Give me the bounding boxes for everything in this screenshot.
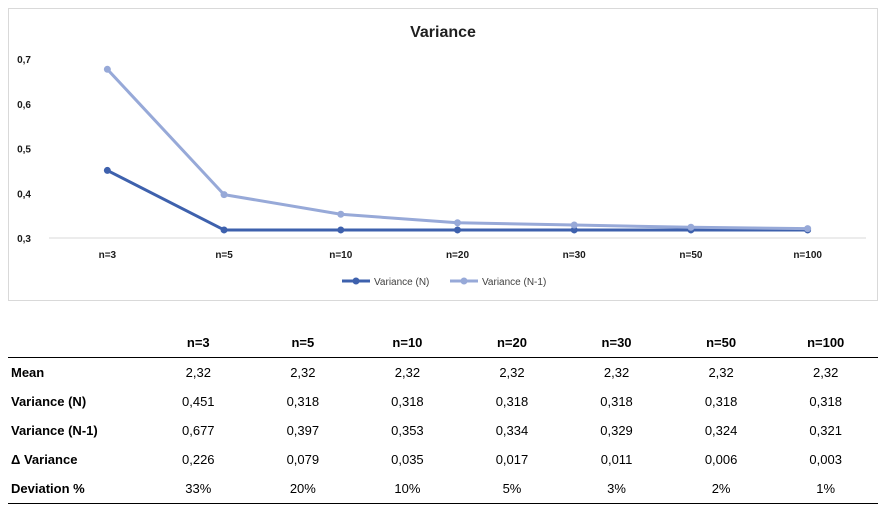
table-cell: 0,226	[182, 452, 215, 467]
y-tick-label: 0,5	[17, 145, 31, 156]
table-header-cell: n=30	[564, 327, 669, 358]
row-label: Δ Variance	[11, 452, 78, 467]
table-row: Variance (N-1) 0,677 0,397 0,353 0,334 0,329 0…	[8, 416, 878, 445]
table-row: Mean 2,32 2,32 2,32 2,32 2,32 2,32 2,32	[8, 358, 878, 388]
legend-marker	[460, 277, 468, 285]
table-cell: 0,035	[391, 452, 424, 467]
table-cell: 5%	[459, 474, 565, 504]
data-point	[220, 226, 228, 234]
table-cell: 1%	[773, 474, 878, 504]
table-cell: 0,079	[286, 452, 320, 467]
x-tick-label: n=3	[99, 250, 117, 261]
data-point	[570, 226, 578, 234]
table-header-cell: n=5	[250, 327, 356, 358]
table-cell: 0,324	[704, 423, 738, 438]
data-point	[804, 225, 812, 233]
table-cell: 0,318	[495, 394, 529, 409]
data-point	[220, 191, 228, 199]
chart-title: Variance	[410, 24, 476, 41]
table-cell: 2,32	[290, 365, 316, 380]
table-header-cell: n=20	[459, 327, 565, 358]
series-line-1	[105, 67, 810, 231]
y-tick-label: 0,4	[17, 189, 31, 200]
table-cell: 33%	[146, 474, 251, 504]
table-cell: 0,677	[182, 423, 215, 438]
data-point	[454, 219, 461, 227]
chart-area: Variance 0,3 0,4 0,5 0,6 0,7 n=3 n=5 n=10 n=20 n=3…	[8, 8, 878, 301]
x-tick-label: n=50	[679, 250, 703, 261]
row-label: Variance (N-1)	[11, 423, 98, 438]
x-tick-label: n=20	[446, 250, 470, 261]
table-cell: 2,32	[499, 365, 525, 380]
row-label: Mean	[11, 365, 45, 380]
table-cell: 2,32	[603, 365, 630, 380]
table-cell: 0,318	[809, 394, 842, 409]
table-cell: 0,318	[286, 394, 320, 409]
table-cell: 0,397	[286, 423, 320, 438]
legend-label: Variance (N-1)	[482, 277, 546, 288]
table-row: Deviation % 33% 20% 10% 5% 3% 2% 1%	[8, 474, 878, 504]
table-cell: 0,318	[704, 394, 738, 409]
table-cell: 2%	[668, 474, 774, 504]
line-chart: Variance 0,3 0,4 0,5 0,6 0,7 n=3 n=5 n=10 n=20 n=3…	[17, 24, 866, 288]
table-cell: 10%	[355, 474, 460, 504]
data-point	[103, 65, 111, 73]
table-cell: 3%	[564, 474, 669, 504]
x-tick-label: n=100	[793, 250, 822, 261]
table-cell: 0,451	[182, 394, 215, 409]
table-header-cell: n=10	[355, 327, 460, 358]
data-point	[687, 223, 695, 231]
y-tick-label: 0,3	[17, 234, 31, 245]
table-cell: 2,32	[708, 365, 734, 380]
legend-marker	[352, 277, 360, 285]
table-cell: 2,32	[185, 365, 211, 380]
table-cell: 0,321	[809, 423, 842, 438]
row-label: Deviation %	[8, 474, 146, 504]
data-point	[337, 226, 345, 234]
table-cell: 0,334	[495, 423, 529, 438]
table-cell: 20%	[250, 474, 356, 504]
table-header-row: n=3 n=5 n=10 n=20 n=30 n=50 n=100	[8, 327, 878, 358]
data-point	[570, 221, 578, 229]
table-cell: 2,32	[394, 365, 421, 380]
table-row: Variance (N) 0,451 0,318 0,318 0,318 0,318 0,3…	[8, 387, 878, 416]
table-cell: 2,32	[813, 365, 839, 380]
data-point	[454, 226, 461, 234]
table-header-cell: n=100	[773, 327, 878, 358]
x-tick-label: n=5	[215, 250, 233, 261]
table-cell: 0,318	[600, 394, 633, 409]
table-cell: 0,006	[704, 452, 738, 467]
legend-label: Variance (N)	[374, 277, 429, 288]
statistics-table: n=3 n=5 n=10 n=20 n=30 n=50 n=100 Mean 2,…	[8, 327, 878, 504]
data-point	[337, 210, 345, 218]
row-label: Variance (N)	[11, 394, 87, 409]
x-tick-label: n=30	[563, 250, 587, 261]
data-point	[103, 166, 111, 174]
table-header-cell: n=3	[146, 327, 251, 358]
table-cell: 0,017	[495, 452, 529, 467]
y-tick-label: 0,7	[17, 55, 31, 66]
table-header-cell: n=50	[668, 327, 774, 358]
table-cell: 0,003	[809, 452, 842, 467]
table-cell: 0,329	[600, 423, 633, 438]
table-corner-cell	[8, 327, 146, 358]
x-tick-label: n=10	[329, 250, 353, 261]
table-cell: 0,353	[391, 423, 424, 438]
y-tick-label: 0,6	[17, 100, 31, 111]
table-row: Δ Variance 0,226 0,079 0,035 0,017 0,011 0,006…	[8, 445, 878, 474]
table-cell: 0,011	[600, 452, 633, 467]
table-cell: 0,318	[391, 394, 424, 409]
